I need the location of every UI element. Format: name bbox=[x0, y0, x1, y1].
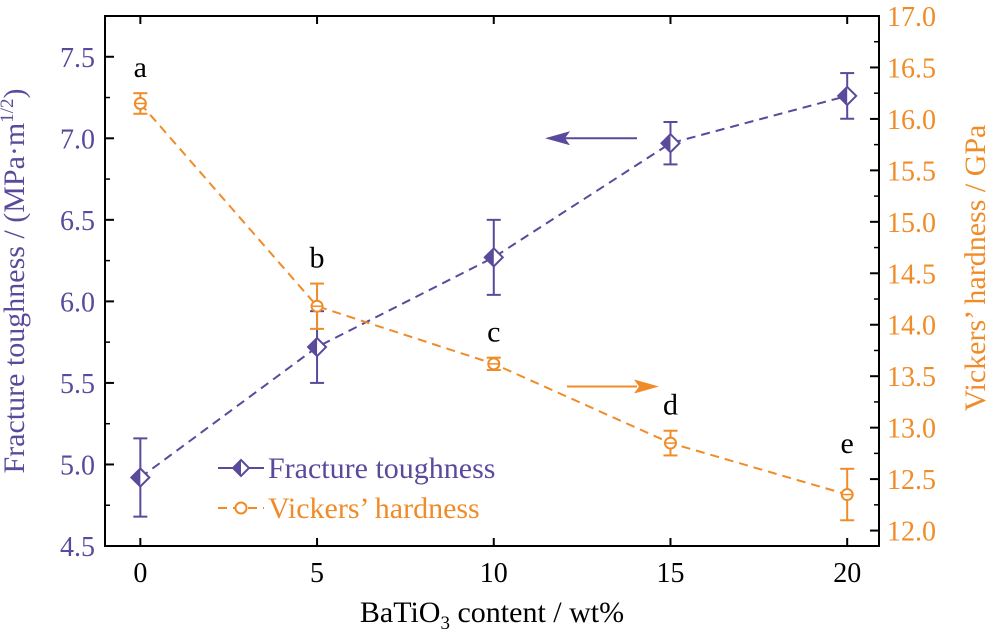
y-right-tick-label: 16.0 bbox=[887, 105, 936, 136]
y-left-tick-label: 5.5 bbox=[60, 369, 95, 400]
x-tick-label: 10 bbox=[480, 558, 508, 589]
x-axis-title: BaTiO3 content / wt% bbox=[360, 596, 624, 634]
y-right-tick-label: 12.5 bbox=[887, 465, 936, 496]
x-axis: 0 5 10 15 20 bbox=[133, 16, 861, 589]
diamond-marker-fill bbox=[308, 338, 318, 357]
y-right-tick-label: 15.0 bbox=[887, 208, 936, 239]
y-right-tick-label: 14.0 bbox=[887, 311, 936, 342]
y-right-tick-label: 15.5 bbox=[887, 156, 936, 187]
diamond-marker-fill bbox=[838, 86, 848, 105]
y-axis-left-title-close: ) bbox=[0, 88, 31, 98]
legend-circle-marker bbox=[234, 501, 248, 515]
y-right-tick-label: 17.0 bbox=[887, 2, 936, 33]
x-axis-title-sub: 3 bbox=[440, 613, 450, 634]
x-tick-label: 15 bbox=[656, 558, 684, 589]
y-axis-left: 4.5 5.0 5.5 6.0 6.5 7.0 7.5 bbox=[60, 43, 114, 563]
y-axis-left-title: Fracture toughness / (MPa·m1/2) bbox=[0, 88, 31, 473]
x-axis-title-prefix: BaTiO bbox=[360, 596, 441, 629]
y-left-tick-label: 6.0 bbox=[60, 287, 95, 318]
y-axis-left-title-main: Fracture toughness / (MPa·m bbox=[0, 123, 31, 474]
diamond-marker-fill bbox=[484, 248, 494, 267]
diamond-marker-fill bbox=[661, 134, 671, 153]
y-right-tick-label: 13.0 bbox=[887, 414, 936, 445]
point-label-c: c bbox=[487, 316, 500, 349]
y-axis-right: 12.0 12.5 13.0 13.5 14.0 14.5 15.0 15.5 16.0 16.5… bbox=[870, 2, 936, 548]
x-tick-label: 0 bbox=[133, 558, 147, 589]
y-right-tick-label: 14.5 bbox=[887, 259, 936, 290]
y-right-tick-label: 13.5 bbox=[887, 362, 936, 393]
y-right-tick-label: 16.5 bbox=[887, 53, 936, 84]
y-axis-right-title: Vickers’ hardness / GPa bbox=[959, 125, 992, 412]
y-left-tick-label: 6.5 bbox=[60, 206, 95, 237]
point-label-b: b bbox=[310, 242, 325, 275]
y-left-tick-label: 5.0 bbox=[60, 450, 95, 481]
y-axis-left-title-sup: 1/2 bbox=[0, 98, 18, 122]
x-tick-label: 20 bbox=[833, 558, 861, 589]
point-labels: a b c d e bbox=[134, 51, 854, 460]
series-layer bbox=[129, 72, 858, 522]
legend-diamond-marker-fill bbox=[233, 460, 241, 476]
left-axis-arrow-head bbox=[545, 131, 570, 146]
axis-arrows bbox=[545, 131, 659, 394]
y-left-tick-label: 4.5 bbox=[60, 532, 95, 563]
legend-label-vickers-hardness: Vickers’ hardness bbox=[268, 492, 480, 525]
point-label-a: a bbox=[134, 51, 147, 84]
series-line-vickers-hardness bbox=[139, 102, 848, 496]
diamond-marker-fill bbox=[131, 468, 141, 487]
point-label-d: d bbox=[663, 389, 678, 422]
x-axis-title-suffix: content / wt% bbox=[450, 596, 624, 629]
y-left-tick-label: 7.5 bbox=[60, 43, 95, 74]
legend-label-fracture-toughness: Fracture toughness bbox=[268, 452, 495, 485]
x-tick-label: 5 bbox=[310, 558, 324, 589]
y-left-tick-label: 7.0 bbox=[60, 124, 95, 155]
plot-frame bbox=[104, 15, 880, 547]
point-label-e: e bbox=[841, 427, 854, 460]
y-right-tick-label: 12.0 bbox=[887, 517, 936, 548]
legend: Fracture toughness Vickers’ hardness bbox=[218, 452, 495, 525]
right-axis-arrow-head bbox=[634, 379, 659, 394]
